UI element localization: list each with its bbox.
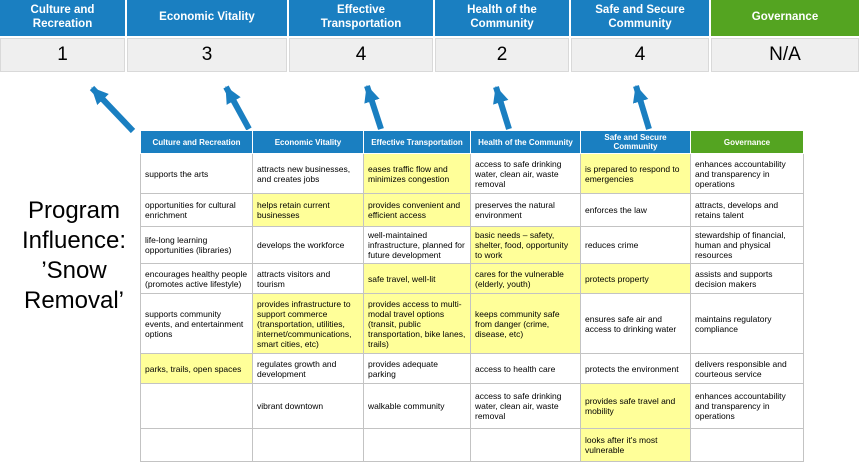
matrix-cell: ensures safe air and access to drinking … <box>580 293 691 355</box>
matrix-cell: vibrant downtown <box>252 383 364 430</box>
summary-header-health-of-the-community: Health of the Community <box>435 0 569 36</box>
table-row: supports the arts attracts new businesses… <box>140 153 804 195</box>
arrow-icon <box>89 85 136 134</box>
arrow-icon <box>632 85 652 130</box>
score-culture-and-recreation: 1 <box>0 38 125 72</box>
matrix-cell: well-maintained infrastructure, planned … <box>363 226 471 265</box>
matrix-cell: provides infrastructure to support comme… <box>252 293 364 355</box>
table-row: life-long learning opportunities (librar… <box>140 226 804 265</box>
matrix-cell: provides access to multi-modal travel op… <box>363 293 471 355</box>
matrix-cell: protects the environment <box>580 353 691 385</box>
influence-arrows <box>89 85 652 134</box>
matrix-cell: provides convenient and efficient access <box>363 193 471 228</box>
score-effective-transportation: 4 <box>289 38 433 72</box>
table-row: opportunities for cultural enrichment hel… <box>140 193 804 228</box>
matrix-cell <box>363 428 471 463</box>
matrix-cell: supports community events, and entertain… <box>140 293 253 355</box>
matrix-cell: attracts, develops and retains talent <box>690 193 804 228</box>
arrow-icon <box>493 86 512 130</box>
score-safe-and-secure-community: 4 <box>571 38 709 72</box>
matrix-cell: assists and supports decision makers <box>690 263 804 295</box>
table-row: parks, trails, open spaces regulates grow… <box>140 353 804 385</box>
score-governance: N/A <box>711 38 859 72</box>
matrix-cell: eases traffic flow and minimizes congest… <box>363 153 471 195</box>
matrix-cell: is prepared to respond to emergencies <box>580 153 691 195</box>
table-row: vibrant downtown walkable community access… <box>140 383 804 430</box>
score-row: 1 3 4 2 4 N/A <box>0 38 859 72</box>
matrix-header-culture-and-recreation: Culture and Recreation <box>140 129 253 155</box>
matrix-cell: protects property <box>580 263 691 295</box>
arrow-icon <box>223 85 252 131</box>
summary-header-economic-vitality: Economic Vitality <box>127 0 287 36</box>
matrix-cell: opportunities for cultural enrichment <box>140 193 253 228</box>
summary-header-governance: Governance <box>711 0 859 36</box>
summary-header-safe-and-secure-community: Safe and Secure Community <box>571 0 709 36</box>
table-row: looks after it's most vulnerable <box>140 428 804 463</box>
matrix-cell: preserves the natural environment <box>470 193 581 228</box>
matrix-cell <box>140 428 253 463</box>
matrix-cell: access to safe drinking water, clean air… <box>470 153 581 195</box>
matrix-cell <box>252 428 364 463</box>
matrix-cell: encourages healthy people (promotes acti… <box>140 263 253 295</box>
matrix-header-safe-and-secure-community: Safe and Secure Community <box>580 129 691 155</box>
summary-header-row: Culture and Recreation Economic Vitality E… <box>0 0 859 36</box>
matrix-cell: enforces the law <box>580 193 691 228</box>
matrix-cell: safe travel, well-lit <box>363 263 471 295</box>
matrix-cell <box>140 383 253 430</box>
matrix-cell <box>470 428 581 463</box>
program-title: Program Influence: ’Snow Removal’ <box>21 197 127 314</box>
matrix-cell: develops the workforce <box>252 226 364 265</box>
matrix-cell: reduces crime <box>580 226 691 265</box>
matrix-cell: keeps community safe from danger (crime,… <box>470 293 581 355</box>
matrix-body: supports the arts attracts new businesses… <box>140 153 804 463</box>
score-health-of-the-community: 2 <box>435 38 569 72</box>
matrix-cell <box>690 428 804 463</box>
matrix-cell: enhances accountability and transparency… <box>690 153 804 195</box>
matrix-cell: supports the arts <box>140 153 253 195</box>
matrix-cell: attracts visitors and tourism <box>252 263 364 295</box>
table-row: supports community events, and entertain… <box>140 293 804 355</box>
matrix-header-effective-transportation: Effective Transportation <box>363 129 471 155</box>
matrix-cell: walkable community <box>363 383 471 430</box>
matrix-cell: cares for the vulnerable (elderly, youth… <box>470 263 581 295</box>
influence-matrix: Culture and Recreation Economic Vitality E… <box>140 129 804 463</box>
matrix-cell: basic needs – safety, shelter, food, opp… <box>470 226 581 265</box>
matrix-cell: helps retain current businesses <box>252 193 364 228</box>
table-row: encourages healthy people (promotes acti… <box>140 263 804 295</box>
matrix-cell: looks after it's most vulnerable <box>580 428 691 463</box>
matrix-cell: delivers responsible and courteous servi… <box>690 353 804 385</box>
summary-header-culture-and-recreation: Culture and Recreation <box>0 0 125 36</box>
matrix-cell: enhances accountability and transparency… <box>690 383 804 430</box>
matrix-header-health-of-the-community: Health of the Community <box>470 129 581 155</box>
matrix-cell: provides safe travel and mobility <box>580 383 691 430</box>
matrix-cell: maintains regulatory compliance <box>690 293 804 355</box>
matrix-header-economic-vitality: Economic Vitality <box>252 129 364 155</box>
arrow-icon <box>364 85 384 130</box>
matrix-cell: regulates growth and development <box>252 353 364 385</box>
matrix-cell: attracts new businesses, and creates job… <box>252 153 364 195</box>
score-economic-vitality: 3 <box>127 38 287 72</box>
matrix-cell: stewardship of financial, human and phys… <box>690 226 804 265</box>
matrix-cell: access to health care <box>470 353 581 385</box>
matrix-cell: parks, trails, open spaces <box>140 353 253 385</box>
matrix-header-governance: Governance <box>690 129 804 155</box>
matrix-cell: access to safe drinking water, clean air… <box>470 383 581 430</box>
matrix-cell: life-long learning opportunities (librar… <box>140 226 253 265</box>
matrix-header-row: Culture and Recreation Economic Vitality E… <box>140 129 804 155</box>
matrix-header-row: Culture and Recreation Economic Vitality E… <box>140 129 804 155</box>
summary-header-effective-transportation: Effective Transportation <box>289 0 433 36</box>
matrix-cell: provides adequate parking <box>363 353 471 385</box>
